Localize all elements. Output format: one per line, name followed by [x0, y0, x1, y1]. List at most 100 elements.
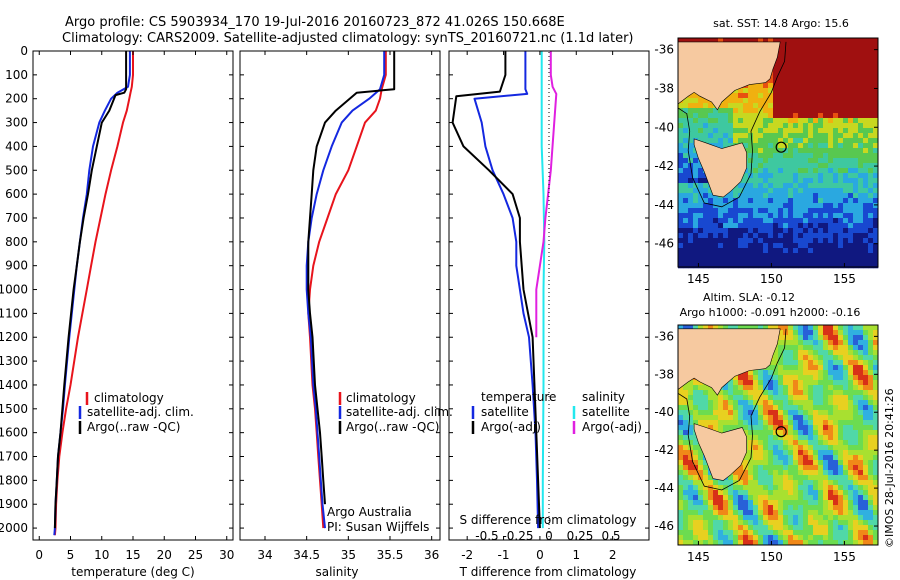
- map-cell: [808, 83, 814, 89]
- map-cell: [848, 420, 854, 426]
- map-cell: [823, 355, 829, 361]
- map-cell: [838, 445, 844, 451]
- map-cell: [788, 350, 794, 356]
- map-cell: [733, 395, 739, 401]
- map-cell: [823, 148, 829, 154]
- map-cell: [793, 380, 799, 386]
- map-cell: [748, 203, 754, 209]
- map-cell: [753, 410, 759, 416]
- map-cell: [743, 425, 749, 431]
- map-cell: [763, 113, 769, 119]
- map-cell: [823, 400, 829, 406]
- map-cell: [768, 148, 774, 154]
- map-cell: [703, 515, 709, 521]
- map-cell: [843, 183, 849, 189]
- map-cell: [853, 58, 859, 64]
- map-cell: [863, 515, 869, 521]
- map-cell: [798, 400, 804, 406]
- map-cell: [793, 370, 799, 376]
- map-cell: [778, 445, 784, 451]
- map-cell: [803, 213, 809, 219]
- map-cell: [753, 530, 759, 536]
- map-cell: [778, 53, 784, 59]
- map-cell: [693, 500, 699, 506]
- map-cell: [853, 470, 859, 476]
- map-cell: [763, 218, 769, 224]
- map-cell: [848, 470, 854, 476]
- map-cell: [683, 103, 689, 109]
- map-cell: [738, 385, 744, 391]
- map-cell: [853, 490, 859, 496]
- map-cell: [863, 108, 869, 114]
- map-cell: [703, 415, 709, 421]
- map-cell: [833, 183, 839, 189]
- map-cell: [828, 243, 834, 249]
- map-cell: [728, 113, 734, 119]
- map-cell: [728, 203, 734, 209]
- map-cell: [778, 218, 784, 224]
- map-cell: [808, 188, 814, 194]
- map-cell: [848, 515, 854, 521]
- map-cell: [828, 253, 834, 259]
- map-cell: [733, 258, 739, 264]
- map-cell: [728, 325, 734, 331]
- map-cell: [773, 243, 779, 249]
- map-cell: [788, 233, 794, 239]
- map-cell: [833, 505, 839, 511]
- map-cell: [733, 410, 739, 416]
- map-cell: [708, 243, 714, 249]
- map-cell: [823, 440, 829, 446]
- map-cell: [718, 500, 724, 506]
- map-cell: [783, 440, 789, 446]
- map-cell: [763, 148, 769, 154]
- map-cell: [718, 143, 724, 149]
- map-cell: [843, 385, 849, 391]
- map-cell: [823, 48, 829, 54]
- map-cell: [833, 103, 839, 109]
- map-cell: [818, 395, 824, 401]
- map-cell: [798, 415, 804, 421]
- map-cell: [793, 58, 799, 64]
- map-cell: [863, 163, 869, 169]
- map-cell: [688, 465, 694, 471]
- map-cell: [803, 350, 809, 356]
- map-cell: [868, 178, 874, 184]
- map-cell: [678, 128, 684, 134]
- map-cell: [788, 73, 794, 79]
- map-cell: [768, 520, 774, 526]
- map-cell: [788, 93, 794, 99]
- map-cell: [778, 360, 784, 366]
- map-cell: [738, 535, 744, 541]
- map-cell: [718, 118, 724, 124]
- map-cell: [858, 188, 864, 194]
- map-cell: [793, 78, 799, 84]
- map-cell: [818, 213, 824, 219]
- map-cell: [733, 98, 739, 104]
- map-cell: [833, 208, 839, 214]
- map-cell: [758, 263, 764, 269]
- map-cell: [858, 218, 864, 224]
- map-cell: [813, 243, 819, 249]
- map-cell: [743, 415, 749, 421]
- map-cell: [773, 143, 779, 149]
- map-cell: [848, 123, 854, 129]
- map-cell: [808, 325, 814, 331]
- map-cell: [728, 495, 734, 501]
- map-cell: [768, 233, 774, 239]
- map-cell: [858, 485, 864, 491]
- map-cell: [808, 515, 814, 521]
- map-cell: [688, 183, 694, 189]
- map-cell: [858, 405, 864, 411]
- map-cell: [783, 375, 789, 381]
- map-cell: [863, 133, 869, 139]
- map-cell: [743, 223, 749, 229]
- map-cell: [683, 385, 689, 391]
- map-cell: [853, 530, 859, 536]
- map-cell: [823, 198, 829, 204]
- map-cell: [743, 505, 749, 511]
- map-cell: [778, 475, 784, 481]
- map-cell: [853, 38, 859, 44]
- map-cell: [783, 108, 789, 114]
- map-cell: [773, 500, 779, 506]
- map-cell: [733, 223, 739, 229]
